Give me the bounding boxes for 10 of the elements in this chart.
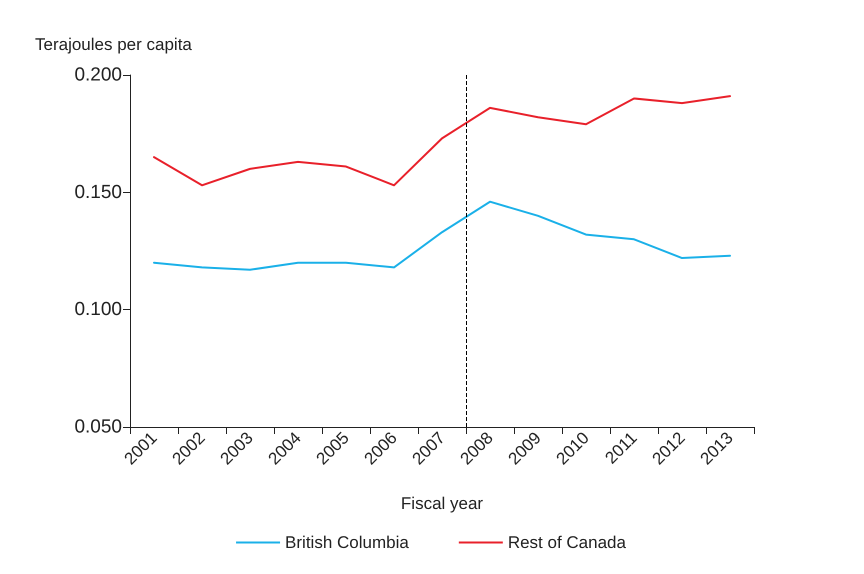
y-axis-title: Terajoules per capita [35, 35, 192, 54]
y-tick-label: 0.200 [74, 64, 122, 86]
y-tick-label: 0.150 [74, 182, 122, 203]
line-series [153, 200, 731, 271]
legend-label: Rest of Canada [508, 533, 626, 552]
line-series [153, 95, 731, 186]
y-tick-label: 0.050 [74, 416, 122, 438]
x-axis-title: Fiscal year [400, 494, 484, 513]
y-tick-label: 0.100 [74, 299, 122, 320]
legend-label: British Columbia [285, 533, 410, 552]
